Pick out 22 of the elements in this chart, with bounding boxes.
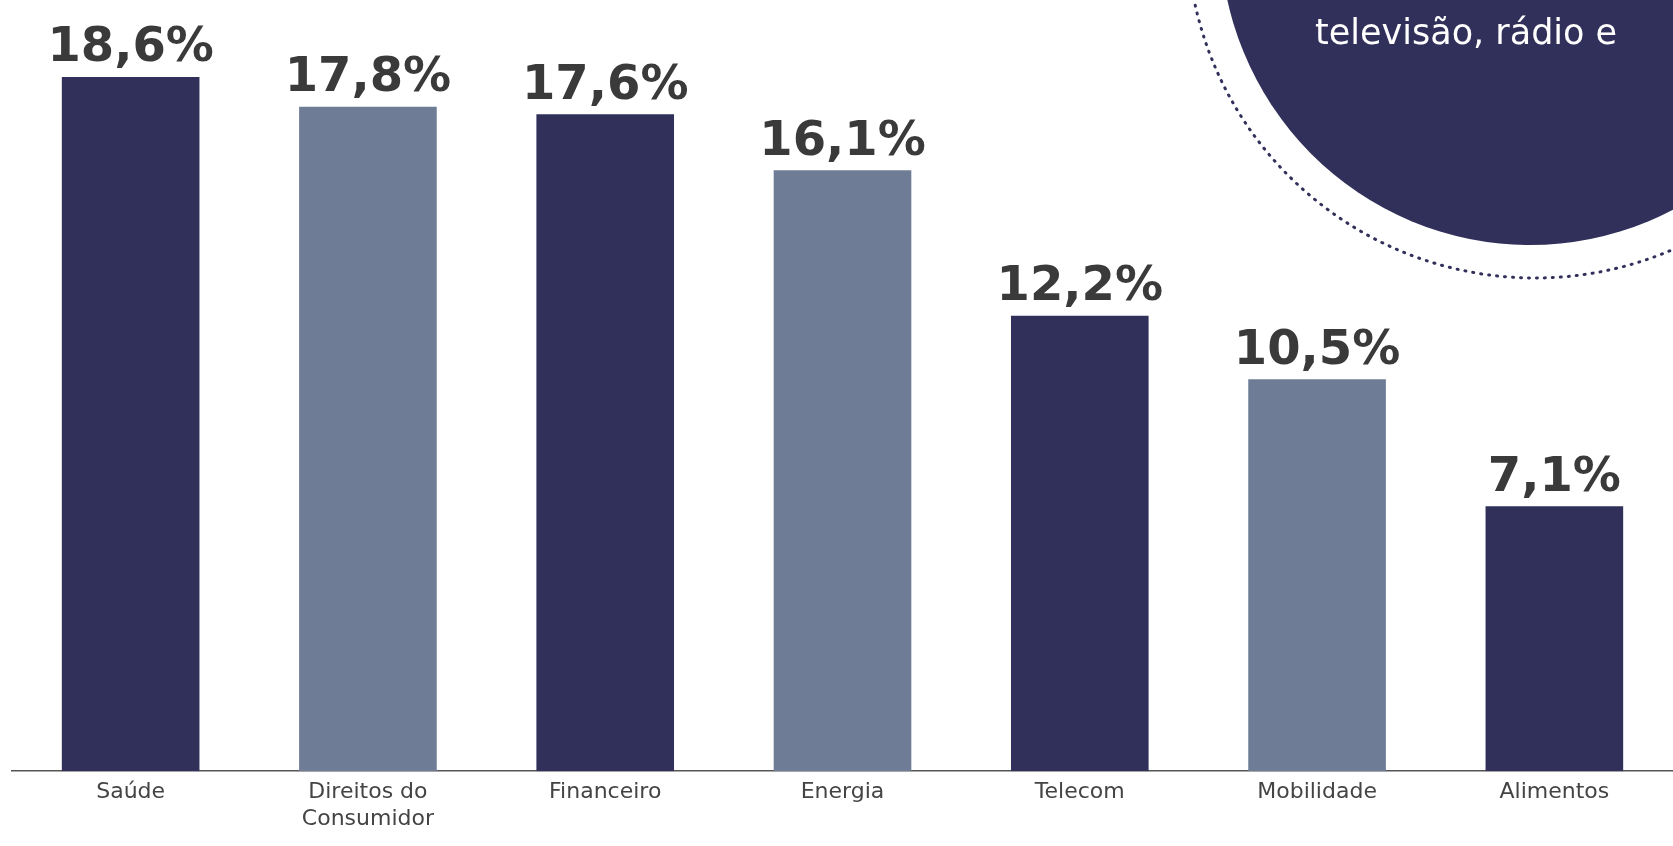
- x-tick-label: Energia: [800, 778, 885, 804]
- text: televisão, rádio e: [1315, 12, 1618, 52]
- bar: [61, 77, 200, 772]
- data-label: 12,2%: [996, 255, 1164, 312]
- bar: [1010, 315, 1149, 772]
- data-label: 16,1%: [759, 109, 926, 166]
- data-label: 10,5%: [1233, 318, 1401, 375]
- data-label: 17,8%: [284, 46, 452, 103]
- bar: [773, 170, 912, 772]
- bar: [1485, 506, 1624, 772]
- bar: [536, 114, 675, 772]
- x-tick-label: Alimentos: [1499, 778, 1610, 804]
- x-tick-label: Saúde: [96, 778, 166, 804]
- bar: [299, 106, 437, 772]
- x-tick-label: Mobilidade: [1257, 778, 1377, 804]
- data-label: 17,6%: [521, 53, 689, 110]
- x-tick-label: Financeiro: [549, 778, 662, 804]
- data-label: 18,6%: [47, 16, 214, 73]
- data-label: 7,1%: [1487, 445, 1621, 502]
- bar: [1248, 379, 1386, 772]
- x-tick-label: Direitos do Consumidor: [301, 778, 435, 830]
- x-tick-label: Telecom: [1033, 778, 1125, 804]
